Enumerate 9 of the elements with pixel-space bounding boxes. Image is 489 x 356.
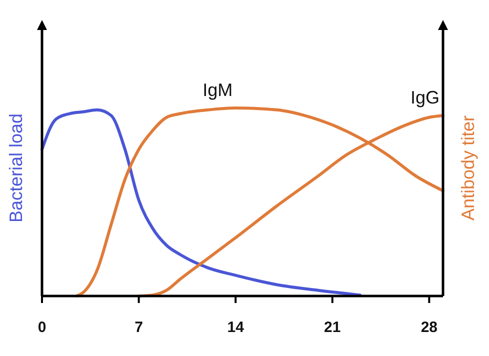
y2-axis-title: Antibody titer: [458, 115, 478, 221]
x-tick-label: 28: [420, 319, 438, 336]
x-tick-label: 7: [134, 319, 143, 336]
series-label: IgG: [410, 88, 440, 108]
x-tick-label: 21: [324, 319, 341, 336]
x-tick-label: 0: [38, 319, 46, 336]
y-axis-title: Bacterial load: [6, 113, 26, 223]
series-label: IgM: [202, 80, 233, 100]
x-tick-label: 14: [227, 319, 245, 336]
